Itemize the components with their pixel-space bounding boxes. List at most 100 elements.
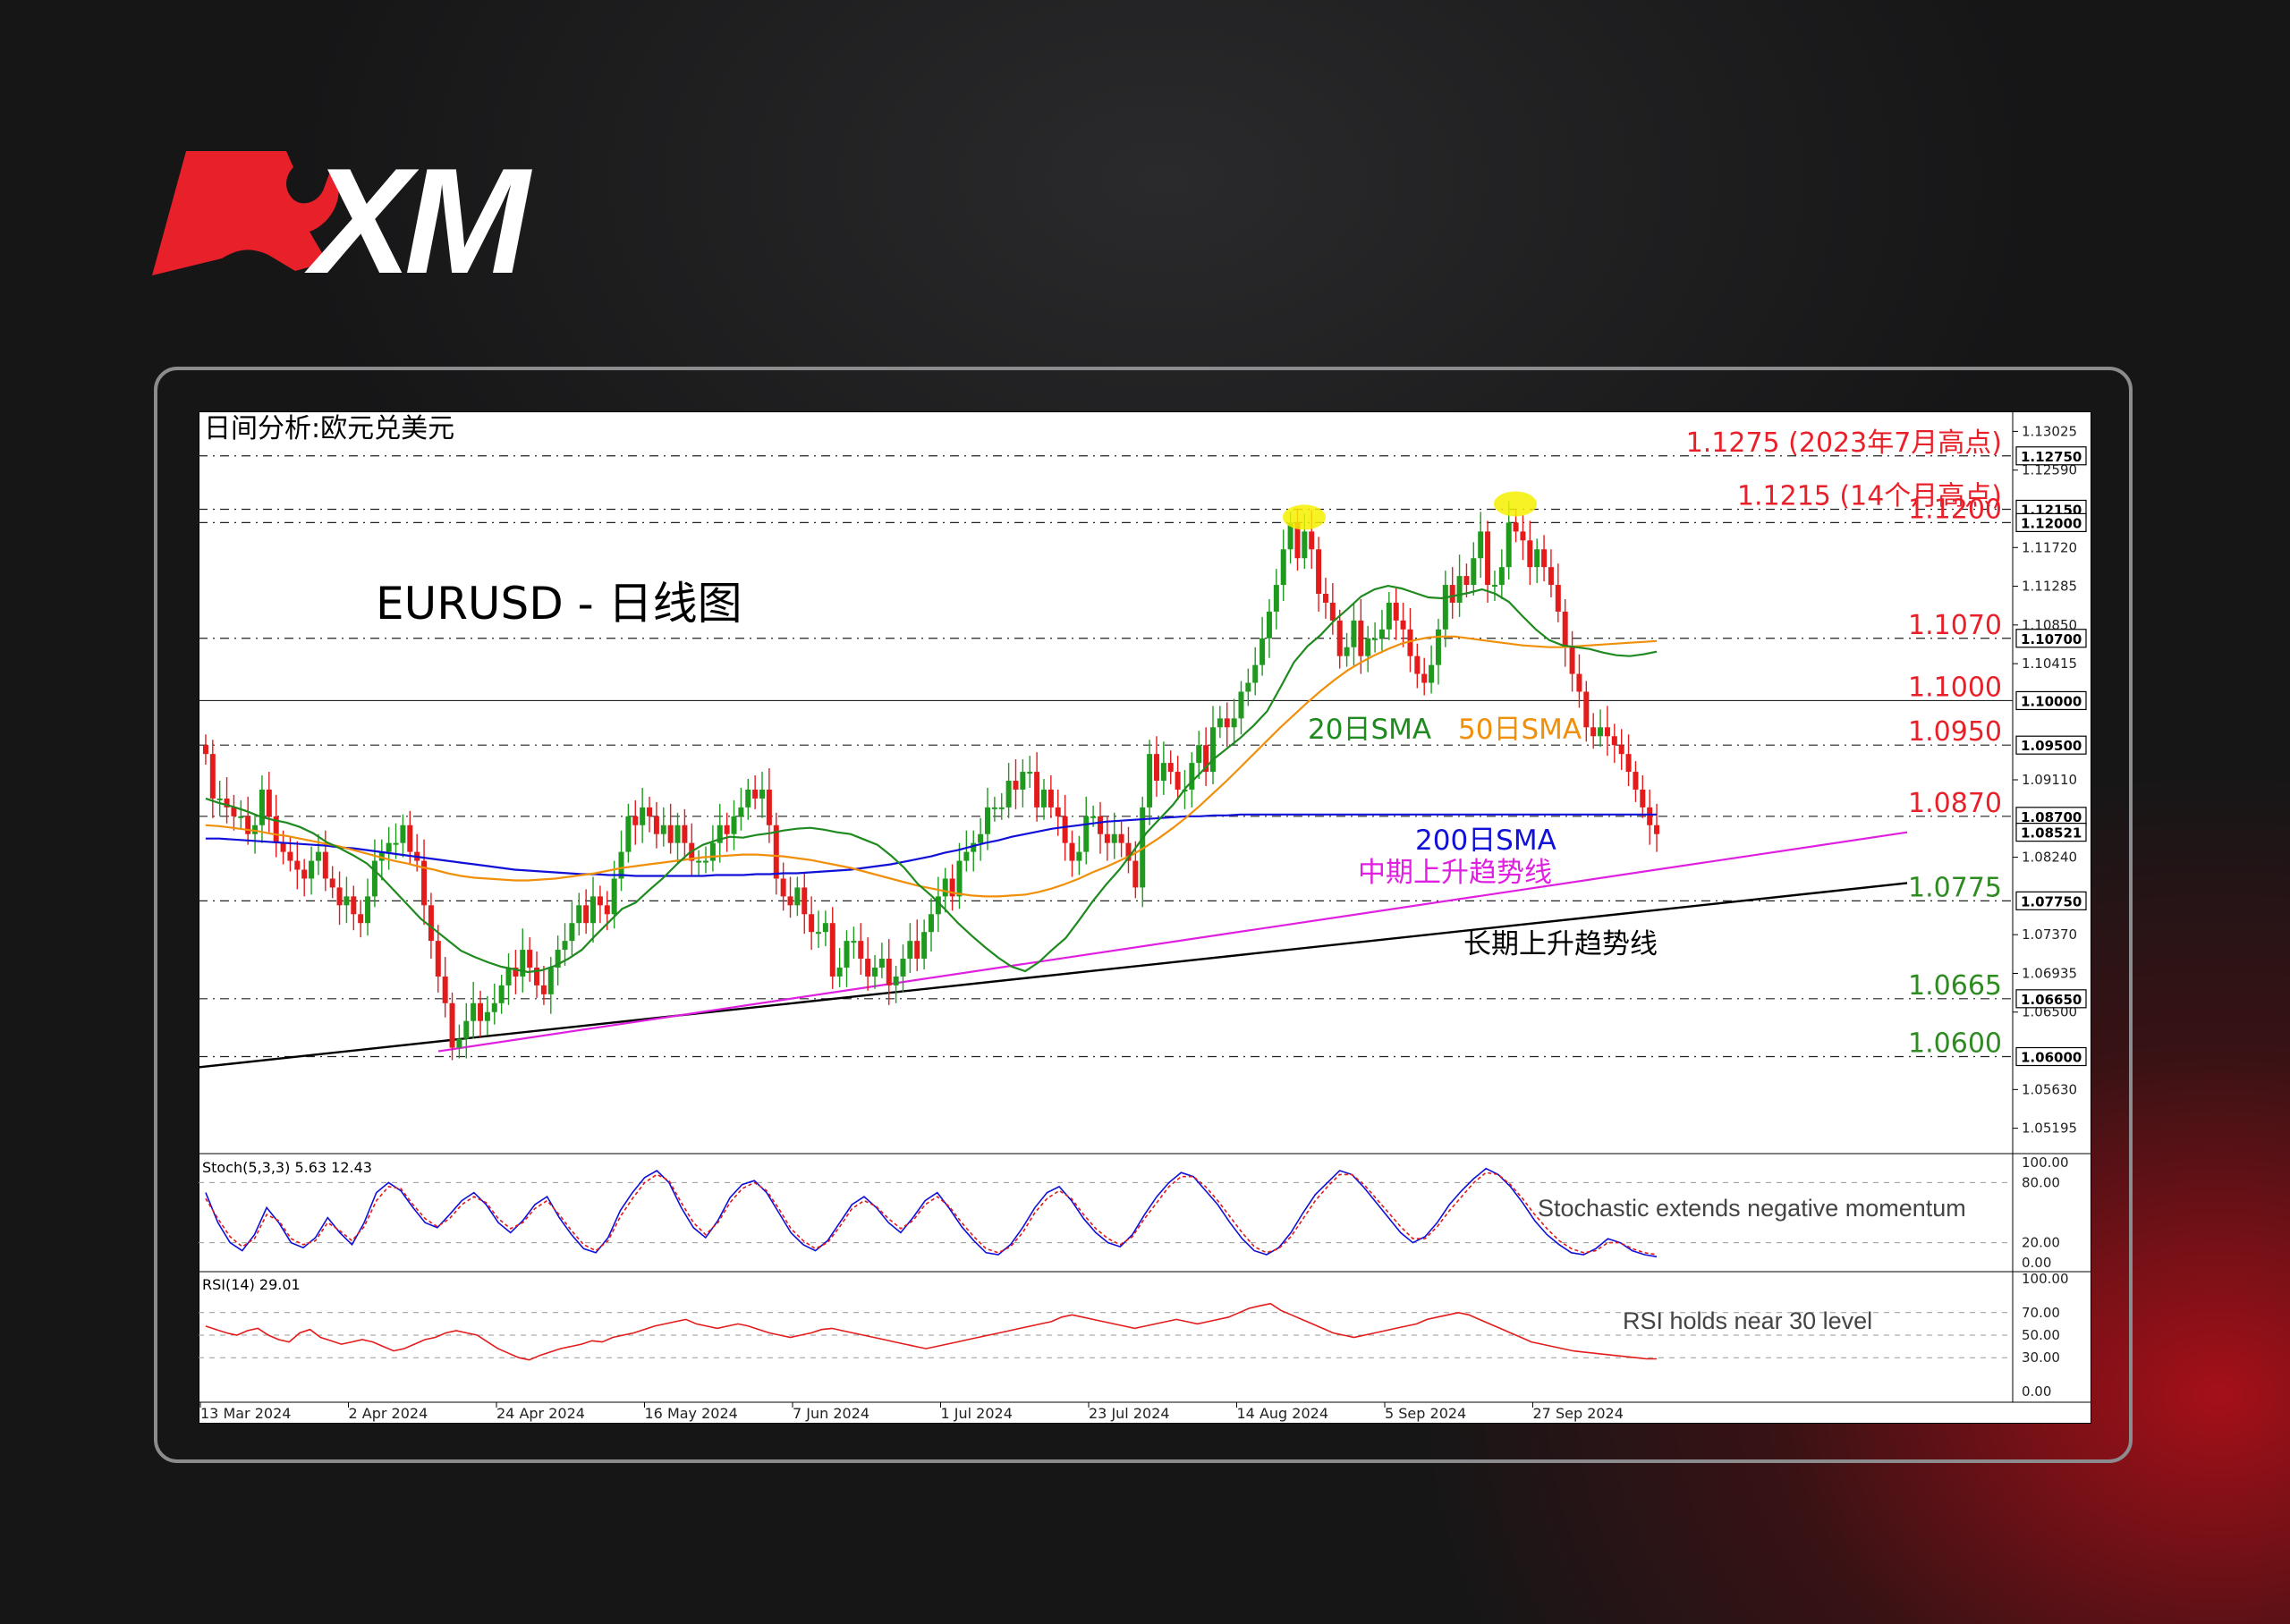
- candle-body: [1358, 620, 1364, 656]
- level-label: 1.0950: [1908, 716, 2002, 748]
- candle-body: [1429, 664, 1435, 683]
- mid-trend-label: 中期上升趋势线: [1358, 857, 1552, 889]
- y-tick-label: 1.12590: [2022, 462, 2077, 478]
- chart-frame: [154, 367, 2133, 1463]
- candle-body: [752, 789, 759, 799]
- y-tick-label: 1.07370: [2022, 926, 2077, 943]
- candle-body: [1513, 522, 1519, 532]
- candle-body: [1562, 611, 1568, 647]
- candle-body: [484, 1011, 490, 1021]
- candle-body: [1555, 585, 1561, 612]
- candle-body: [315, 851, 321, 861]
- price-tag-label: 1.12750: [2021, 449, 2082, 465]
- candle-body: [618, 851, 624, 879]
- level-label: 1.1000: [1908, 672, 2002, 703]
- candle-body: [759, 789, 766, 799]
- candle-body: [1336, 620, 1343, 656]
- candle-body: [773, 825, 779, 879]
- xm-logo: XM: [152, 148, 539, 277]
- candle-body: [956, 860, 963, 897]
- candle-body: [674, 825, 681, 843]
- candle-body: [1527, 540, 1533, 568]
- stoch-tick-label: 100.00: [2022, 1155, 2069, 1171]
- candle-body: [1013, 781, 1019, 790]
- y-tick-label: 1.09110: [2022, 772, 2077, 788]
- candle-body: [865, 959, 871, 977]
- candle-body: [1435, 629, 1441, 665]
- sma50-label: 50日SMA: [1458, 714, 1582, 746]
- rsi-tick-label: 100.00: [2022, 1271, 2069, 1287]
- candle-body: [351, 896, 357, 915]
- candle-body: [1329, 602, 1336, 621]
- price-tag-label: 1.12000: [2021, 515, 2082, 531]
- mid-trendline: [437, 831, 1908, 1053]
- candle-body: [231, 807, 237, 816]
- price-tag-label: 1.09500: [2021, 738, 2082, 754]
- candle-body: [1231, 718, 1237, 728]
- candle-body: [738, 807, 744, 816]
- candle-body: [1625, 754, 1632, 773]
- highlight-marker: [1283, 504, 1326, 530]
- candle-body: [844, 941, 850, 968]
- price-tag-label: 1.06000: [2021, 1050, 2082, 1066]
- sma20-label: 20日SMA: [1308, 714, 1431, 746]
- candle-body: [386, 842, 392, 852]
- candle-body: [660, 825, 666, 834]
- stoch-d-line: [205, 1171, 1658, 1256]
- y-tick-label: 1.05630: [2022, 1081, 2077, 1097]
- candle-body: [1118, 833, 1124, 843]
- candle-body: [851, 941, 857, 943]
- candle-body: [309, 860, 315, 879]
- level-label: 1.0600: [1908, 1028, 2002, 1060]
- long-trendline: [199, 882, 1908, 1069]
- candle-body: [984, 807, 990, 834]
- candle-body: [371, 860, 377, 897]
- highlight-marker: [1494, 491, 1537, 517]
- y-tick-label: 1.06935: [2022, 965, 2077, 981]
- candle-body: [1097, 816, 1103, 834]
- candle-body: [597, 896, 603, 906]
- candle-body: [1576, 673, 1582, 692]
- candle-body: [1062, 816, 1068, 843]
- candle-body: [555, 950, 561, 968]
- candle-body: [209, 754, 216, 799]
- candle-body: [576, 905, 582, 924]
- price-tag-box: [2015, 823, 2087, 842]
- candle-body: [527, 950, 533, 968]
- candle-body: [1372, 638, 1378, 640]
- candle-body: [329, 878, 335, 888]
- candle-body: [365, 896, 371, 924]
- candle-body: [301, 869, 308, 879]
- candle-body: [1217, 718, 1223, 728]
- candle-body: [1640, 789, 1646, 808]
- candle-body: [590, 896, 597, 924]
- candle-body: [1541, 549, 1548, 568]
- stoch-label: Stoch(5,3,3) 5.63 12.43: [202, 1159, 372, 1176]
- candle-body: [1548, 567, 1554, 586]
- candle-body: [1302, 531, 1308, 559]
- candle-body: [1111, 833, 1117, 843]
- x-tick-label: 14 Aug 2024: [1237, 1405, 1329, 1422]
- candle-body: [667, 825, 674, 843]
- stoch-tick-label: 0.00: [2022, 1255, 2051, 1271]
- level-label: 1.1200: [1908, 494, 2002, 525]
- candle-body: [1209, 727, 1216, 773]
- candle-body: [1344, 647, 1350, 656]
- candle-body: [378, 851, 385, 861]
- candle-body: [1076, 851, 1082, 861]
- candle-body: [625, 816, 632, 852]
- candle-body: [1196, 745, 1202, 764]
- logo-text: XM: [304, 148, 532, 277]
- candle-body: [1414, 656, 1421, 674]
- candle-body: [745, 789, 751, 808]
- candle-body: [647, 807, 653, 816]
- candle-body: [703, 860, 709, 863]
- candle-body: [942, 878, 948, 897]
- chart-title: 日间分析:欧元兑美元: [204, 413, 454, 444]
- candle-body: [780, 878, 786, 897]
- x-tick-label: 16 May 2024: [645, 1405, 738, 1422]
- candle-body: [252, 825, 259, 834]
- level-label: 1.1275 (2023年7月高点): [1686, 427, 2002, 459]
- candle-body: [1590, 727, 1597, 737]
- rsi-tick-label: 50.00: [2022, 1327, 2060, 1343]
